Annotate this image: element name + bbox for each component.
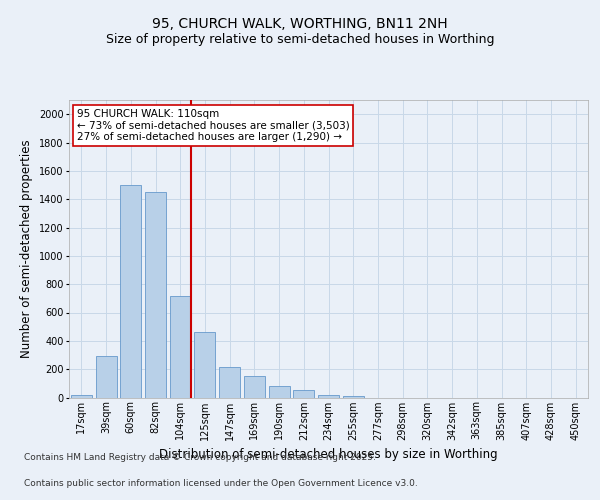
Bar [95, 356, 116, 398]
Text: Contains public sector information licensed under the Open Government Licence v3: Contains public sector information licen… [24, 478, 418, 488]
Bar [269, 386, 290, 398]
Bar [120, 185, 141, 398]
Bar [219, 367, 240, 398]
Bar [318, 394, 339, 398]
Bar [343, 396, 364, 398]
Bar [244, 376, 265, 398]
Bar [170, 296, 191, 398]
Bar [194, 332, 215, 398]
Bar [293, 390, 314, 398]
Text: Size of property relative to semi-detached houses in Worthing: Size of property relative to semi-detach… [106, 32, 494, 46]
Bar [145, 192, 166, 398]
X-axis label: Distribution of semi-detached houses by size in Worthing: Distribution of semi-detached houses by … [159, 448, 498, 461]
Bar [71, 394, 92, 398]
Y-axis label: Number of semi-detached properties: Number of semi-detached properties [20, 140, 33, 358]
Text: 95, CHURCH WALK, WORTHING, BN11 2NH: 95, CHURCH WALK, WORTHING, BN11 2NH [152, 18, 448, 32]
Text: Contains HM Land Registry data © Crown copyright and database right 2025.: Contains HM Land Registry data © Crown c… [24, 454, 376, 462]
Text: 95 CHURCH WALK: 110sqm
← 73% of semi-detached houses are smaller (3,503)
27% of : 95 CHURCH WALK: 110sqm ← 73% of semi-det… [77, 109, 350, 142]
